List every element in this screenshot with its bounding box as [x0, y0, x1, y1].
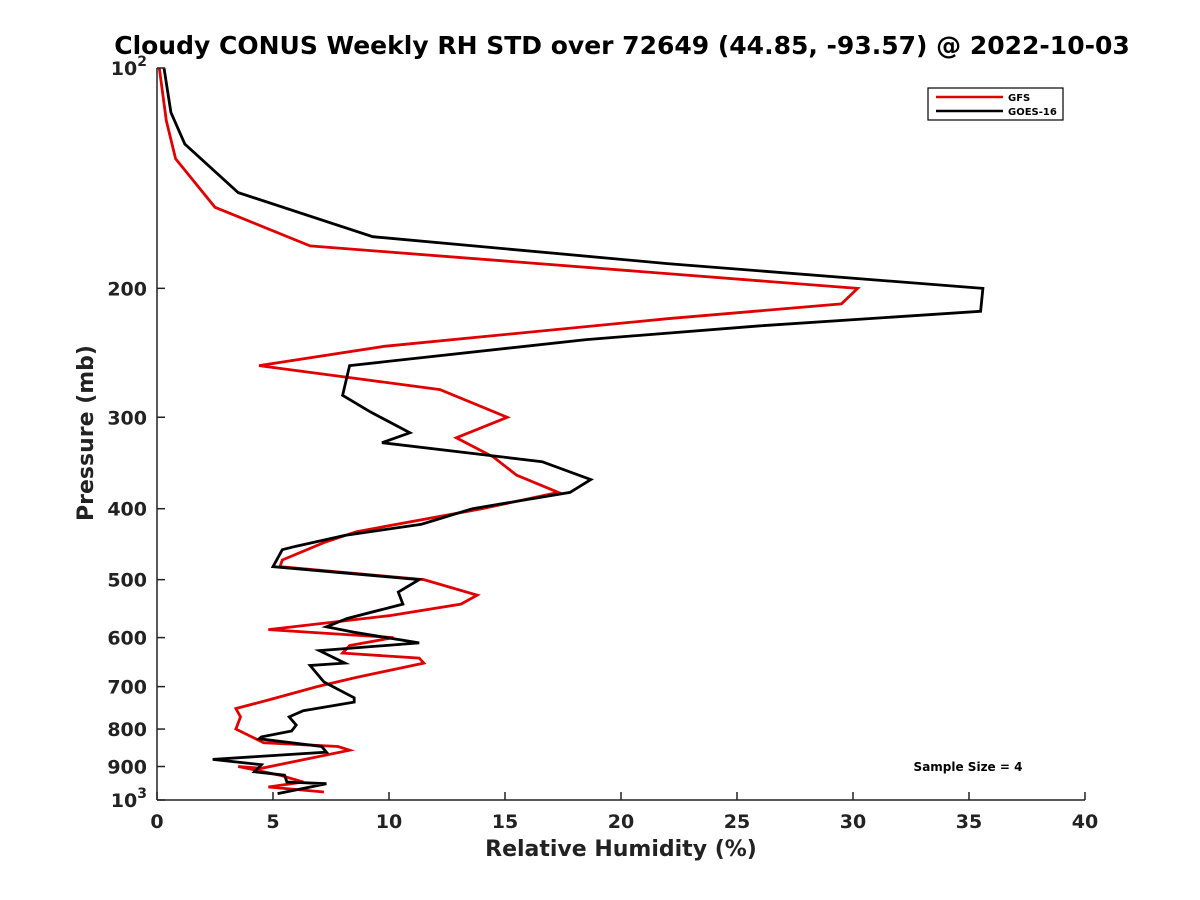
series-layer: [157, 67, 985, 795]
x-tick-label: 0: [150, 811, 163, 833]
legend-box: [927, 87, 1064, 121]
x-tick-label: 35: [956, 811, 982, 833]
plot-area: [157, 68, 1085, 800]
x-tick-label: 40: [1072, 811, 1098, 833]
legend: GFS GOES-16: [927, 87, 1064, 121]
series-line-gfs: [157, 67, 861, 794]
y-tick-label: 900: [107, 757, 147, 779]
x-tick-label: 10: [376, 811, 402, 833]
y-axis-ticks: 102 200 300 400 500 600 700 800 900 103: [107, 54, 165, 812]
x-tick-label: 30: [840, 811, 866, 833]
x-axis-label: Relative Humidity (%): [485, 837, 757, 862]
series-line-goes16: [162, 67, 985, 795]
y-tick-label: 500: [107, 570, 147, 592]
y-tick-label: 103: [111, 786, 147, 812]
legend-label-goes16: GOES-16: [1008, 107, 1057, 118]
legend-label-gfs: GFS: [1008, 93, 1030, 104]
y-tick-label: 800: [107, 719, 147, 741]
y-axis-label: Pressure (mb): [74, 345, 99, 521]
y-tick-label: 600: [107, 628, 147, 650]
x-tick-label: 15: [492, 811, 518, 833]
y-tick-label: 700: [107, 677, 147, 699]
y-tick-label: 400: [107, 499, 147, 521]
sample-size-annotation: Sample Size = 4: [914, 760, 1023, 774]
y-tick-label: 200: [107, 278, 147, 300]
x-tick-label: 20: [608, 811, 634, 833]
x-axis-ticks: 0 5 10 15 20 25 30 35 40: [150, 792, 1098, 833]
chart-title: Cloudy CONUS Weekly RH STD over 72649 (4…: [114, 31, 1130, 60]
x-tick-label: 5: [266, 811, 279, 833]
y-tick-label: 102: [111, 54, 147, 80]
x-tick-label: 25: [724, 811, 750, 833]
y-tick-label: 300: [107, 407, 147, 429]
